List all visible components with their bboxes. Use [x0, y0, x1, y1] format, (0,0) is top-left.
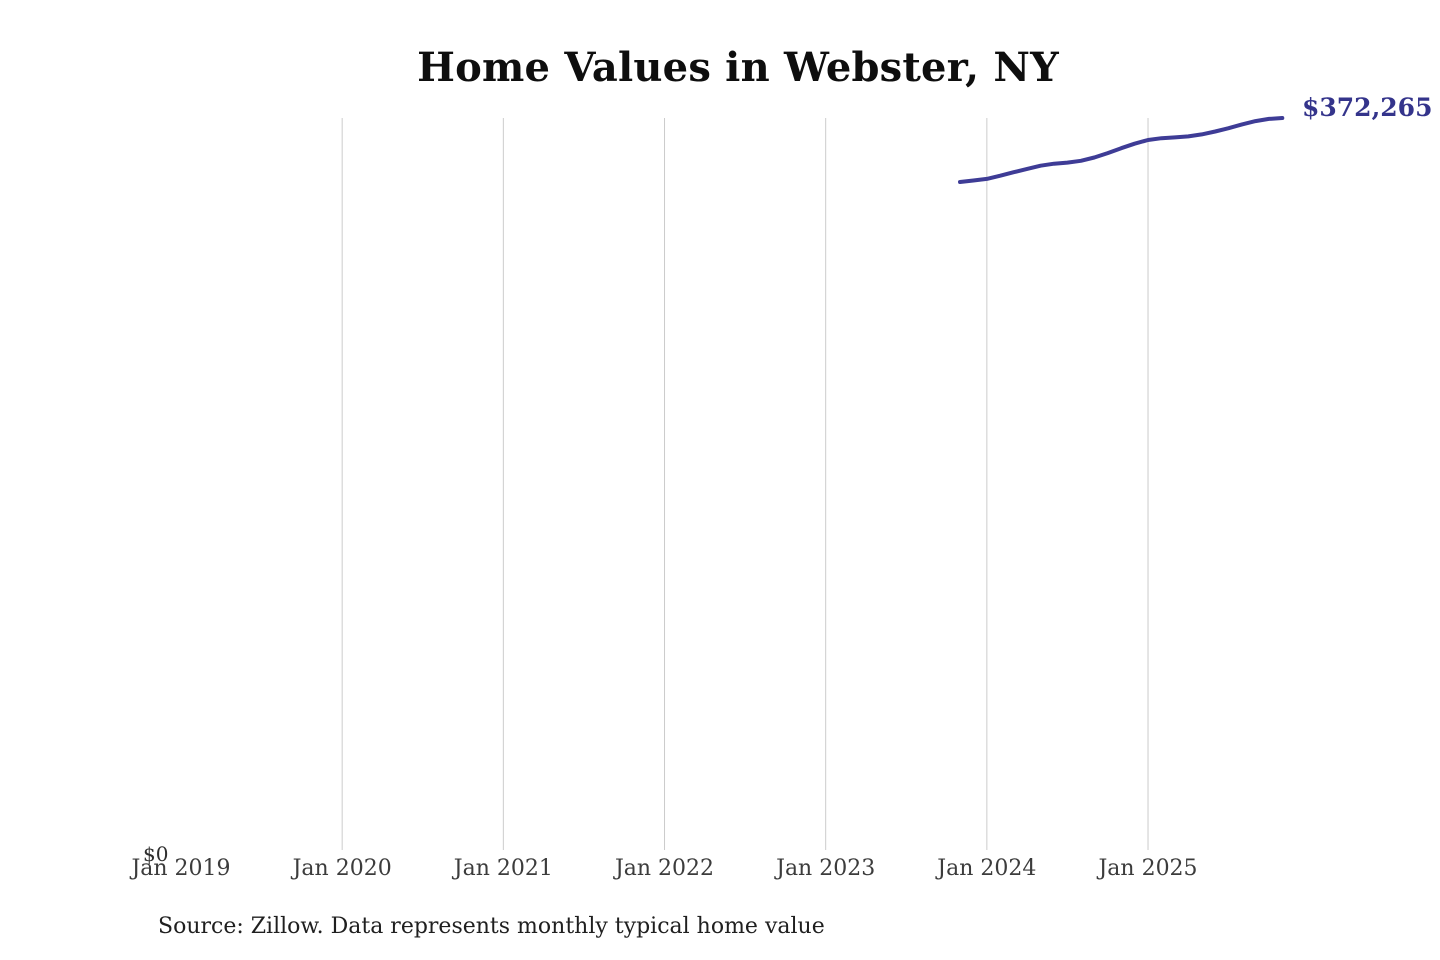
chart-title: Home Values in Webster, NY: [417, 44, 1059, 91]
x-axis-tick-label: Jan 2021: [453, 856, 553, 881]
latest-value-label: $372,265: [1302, 93, 1433, 122]
x-axis-tick-label: Jan 2020: [292, 856, 392, 881]
source-note: Source: Zillow. Data represents monthly …: [158, 914, 825, 939]
home-value-series-line: [958, 116, 1285, 184]
y-axis-zero-label: $0: [143, 842, 169, 866]
x-axis-tick-label: Jan 2024: [937, 856, 1037, 881]
x-axis-tick-label: Jan 2025: [1098, 856, 1198, 881]
x-axis-tick-label: Jan 2022: [614, 856, 715, 881]
x-axis-tick-label: Jan 2023: [776, 856, 876, 881]
x-axis-tick-label: Jan 2019: [131, 856, 231, 881]
